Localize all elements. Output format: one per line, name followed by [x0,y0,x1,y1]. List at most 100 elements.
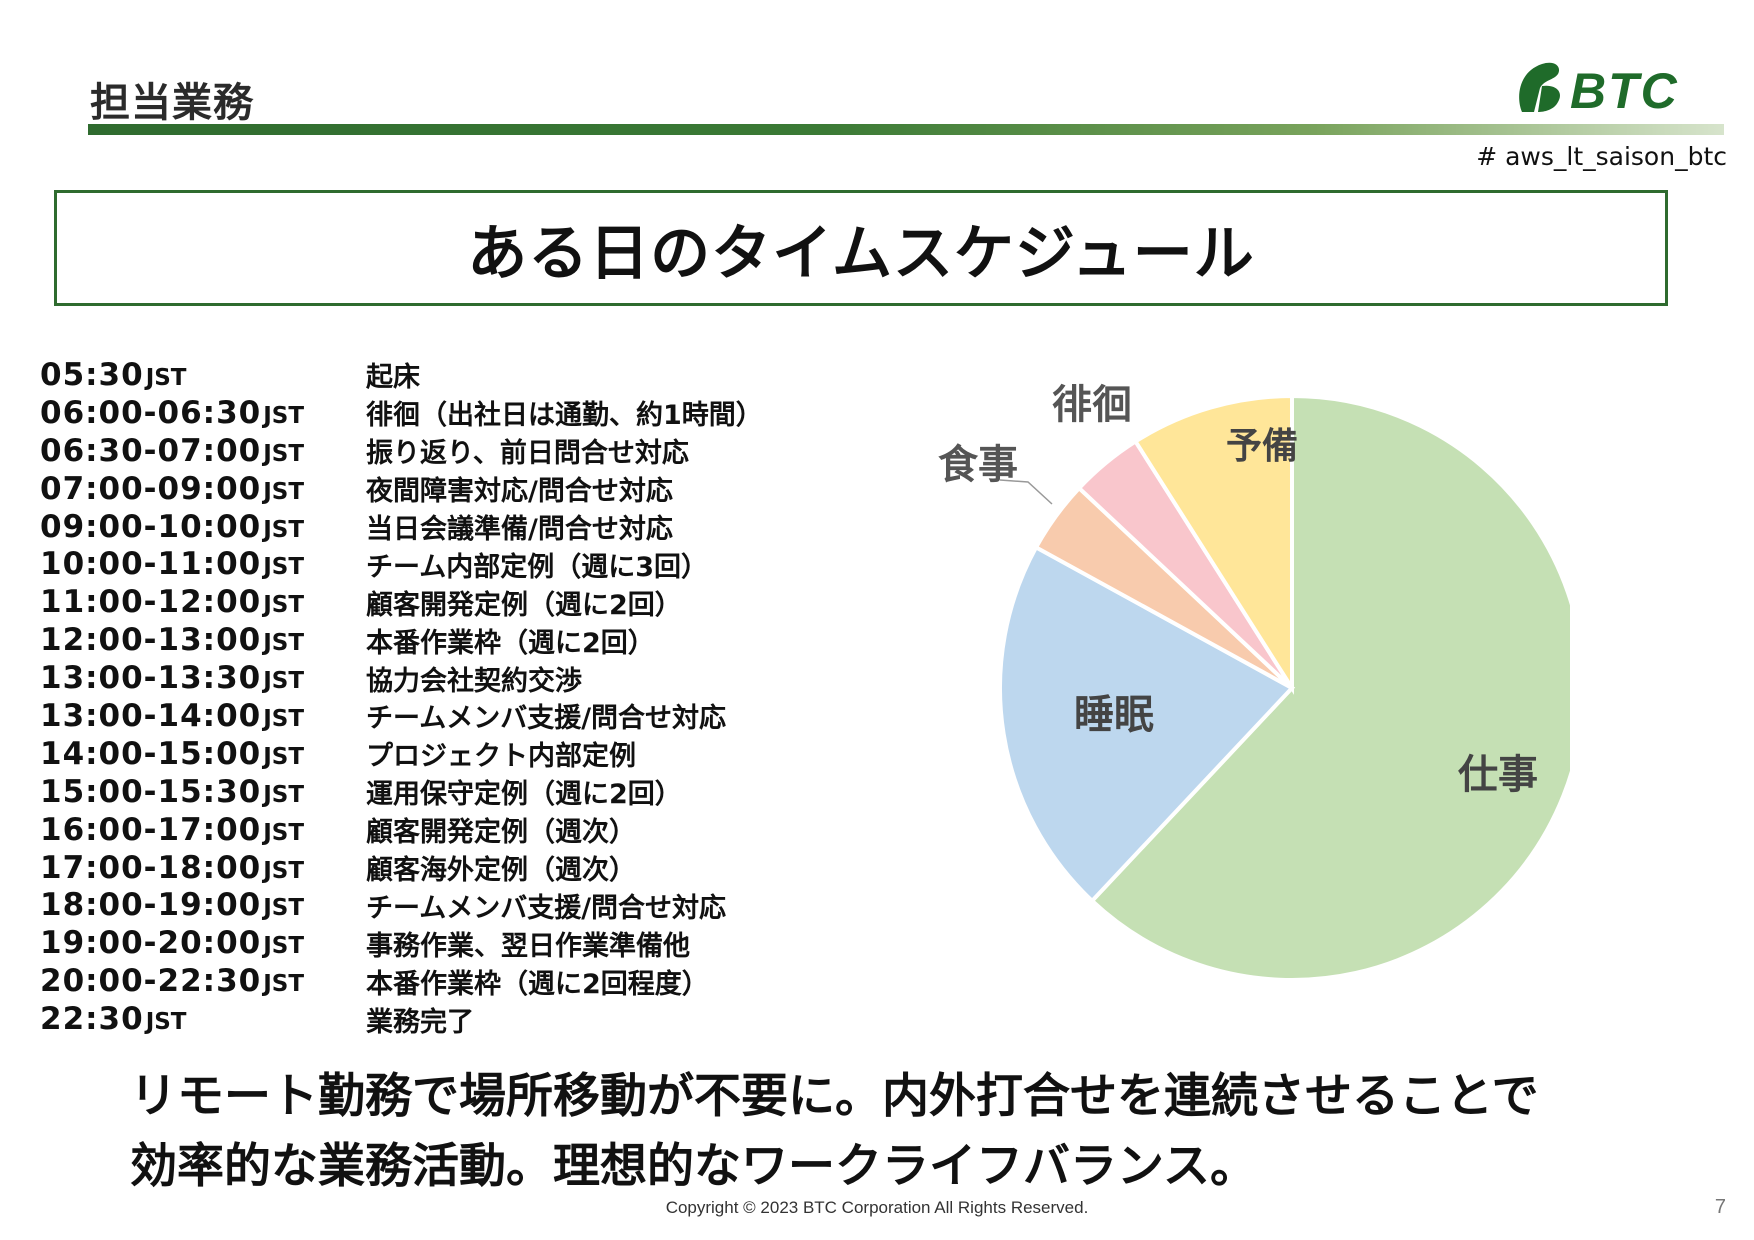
schedule-time: 16:00-17:00JST [40,812,366,848]
summary-line-2: 効率的な業務活動。理想的なワークライフバランス。 [130,1139,1258,1194]
schedule-list: 05:30JST 起床 06:00-06:30JST 徘徊（出社日は通勤、約1時間） 0… [40,356,800,1038]
summary-line-1: リモート勤務で場所移動が不要に。内外打合せを連続させることで [130,1069,1539,1124]
schedule-row: 11:00-12:00JST 顧客開発定例（週に2回） [40,583,800,621]
schedule-time: 06:00-06:30JST [40,395,366,431]
schedule-time-value: 13:00-13:30 [40,660,262,697]
schedule-time-zone: JST [263,440,305,467]
schedule-time: 05:30JST [40,357,366,393]
page-title: 担当業務 [90,80,254,126]
schedule-time: 17:00-18:00JST [40,850,366,886]
schedule-row: 22:30JST 業務完了 [40,1000,800,1038]
schedule-row: 09:00-10:00JST 当日会議準備/問合せ対応 [40,508,800,546]
schedule-time-value: 20:00-22:30 [40,963,262,1000]
schedule-row: 14:00-15:00JST プロジェクト内部定例 [40,735,800,773]
pie-label-2: 食事 [938,442,1018,488]
schedule-row: 07:00-09:00JST 夜間障害対応/問合せ対応 [40,470,800,508]
schedule-time: 20:00-22:30JST [40,963,366,999]
schedule-time-zone: JST [263,402,305,429]
schedule-time-value: 17:00-18:00 [40,849,262,886]
schedule-time-value: 13:00-14:00 [40,697,262,734]
schedule-time-value: 10:00-11:00 [40,546,262,583]
schedule-time-value: 18:00-19:00 [40,887,262,924]
schedule-time-zone: JST [263,857,305,884]
schedule-time-zone: JST [263,592,305,619]
schedule-time: 11:00-12:00JST [40,584,366,620]
schedule-time-value: 06:00-06:30 [40,394,262,431]
schedule-row: 10:00-11:00JST チーム内部定例（週に3回） [40,545,800,583]
copyright: Copyright © 2023 BTC Corporation All Rig… [665,1198,1089,1217]
schedule-task: プロジェクト内部定例 [366,741,636,773]
schedule-time-value: 09:00-10:00 [40,508,262,545]
schedule-row: 19:00-20:00JST 事務作業、翌日作業準備他 [40,924,800,962]
pie-label-1: 睡眠 [1074,692,1154,738]
schedule-time-zone: JST [263,971,305,998]
schedule-row: 13:00-13:30JST 協力会社契約交渉 [40,659,800,697]
schedule-time-zone: JST [263,554,305,581]
btc-logo: BTC [1519,62,1679,119]
schedule-row: 20:00-22:30JST 本番作業枠（週に2回程度） [40,962,800,1000]
schedule-time: 13:00-13:30JST [40,660,366,696]
pie-slice-4 [1132,393,1294,695]
schedule-row: 15:00-15:30JST 運用保守定例（週に2回） [40,773,800,811]
schedule-task: 事務作業、翌日作業準備他 [366,930,690,962]
schedule-time-zone: JST [263,895,305,922]
schedule-task: 業務完了 [366,1006,474,1038]
schedule-row: 17:00-18:00JST 顧客海外定例（週次） [40,849,800,887]
schedule-time-value: 11:00-12:00 [40,584,262,621]
schedule-time: 12:00-13:00JST [40,622,366,658]
schedule-time: 06:30-07:00JST [40,433,366,469]
schedule-time: 18:00-19:00JST [40,887,366,923]
schedule-task: 顧客開発定例（週に2回） [366,589,682,621]
headline: ある日のタイムスケジュール [467,218,1255,289]
pie-leader-line [999,479,1053,505]
schedule-time: 09:00-10:00JST [40,509,366,545]
schedule-time: 07:00-09:00JST [40,471,366,507]
schedule-time: 15:00-15:30JST [40,774,366,810]
btc-logo-mark-icon [1519,62,1561,112]
schedule-time-value: 22:30 [40,1001,144,1038]
schedule-task: 起床 [366,362,420,394]
schedule-task: 徘徊（出社日は通勤、約1時間） [366,400,763,432]
pie-slice-0 [1089,393,1586,982]
btc-logo-text: BTC [1570,63,1679,119]
title-underline [88,124,1724,135]
schedule-time-zone: JST [263,705,305,732]
hashtag: # aws_lt_saison_btc [1476,142,1727,171]
pie-label-3: 徘徊 [1052,382,1132,428]
schedule-task: 振り返り、前日問合せ対応 [366,438,689,470]
schedule-time-zone: JST [263,668,305,695]
schedule-task: チーム内部定例（週に3回） [366,551,708,583]
schedule-time-zone: JST [263,478,305,505]
schedule-time-value: 19:00-20:00 [40,925,262,962]
summary-message: リモート勤務で場所移動が不要に。内外打合せを連続させることで 効率的な業務活動。… [130,1062,1690,1202]
schedule-row: 16:00-17:00JST 顧客開発定例（週次） [40,811,800,849]
schedule-time-value: 12:00-13:00 [40,622,262,659]
schedule-time-zone: JST [145,364,187,391]
schedule-task: チームメンバ支援/問合せ対応 [366,892,727,924]
schedule-time-zone: JST [263,781,305,808]
headline-box: ある日のタイムスケジュール [54,190,1668,306]
schedule-row: 05:30JST 起床 [40,356,800,394]
schedule-time: 14:00-15:00JST [40,736,366,772]
schedule-time-zone: JST [263,933,305,960]
pie-label-4: 予備 [1226,426,1298,467]
schedule-row: 12:00-13:00JST 本番作業枠（週に2回） [40,621,800,659]
schedule-task: 当日会議準備/問合せ対応 [366,514,673,546]
schedule-task: 顧客海外定例（週次） [366,855,636,887]
schedule-time-zone: JST [263,819,305,846]
schedule-row: 18:00-19:00JST チームメンバ支援/問合せ対応 [40,886,800,924]
schedule-task: 本番作業枠（週に2回程度） [366,968,709,1000]
schedule-time: 19:00-20:00JST [40,925,366,961]
schedule-task: 協力会社契約交渉 [366,665,582,697]
schedule-time-zone: JST [145,1009,187,1036]
pie-slice-1 [998,544,1296,904]
schedule-time-value: 16:00-17:00 [40,811,262,848]
schedule-time-value: 06:30-07:00 [40,432,262,469]
schedule-task: 夜間障害対応/問合せ対応 [366,476,673,508]
schedule-task: 本番作業枠（週に2回） [366,627,655,659]
schedule-row: 06:00-06:30JST 徘徊（出社日は通勤、約1時間） [40,394,800,432]
time-allocation-pie-chart: 仕事 睡眠 食事 徘徊 予備 [870,370,1586,990]
schedule-task: 運用保守定例（週に2回） [366,779,682,811]
schedule-time: 22:30JST [40,1001,366,1037]
